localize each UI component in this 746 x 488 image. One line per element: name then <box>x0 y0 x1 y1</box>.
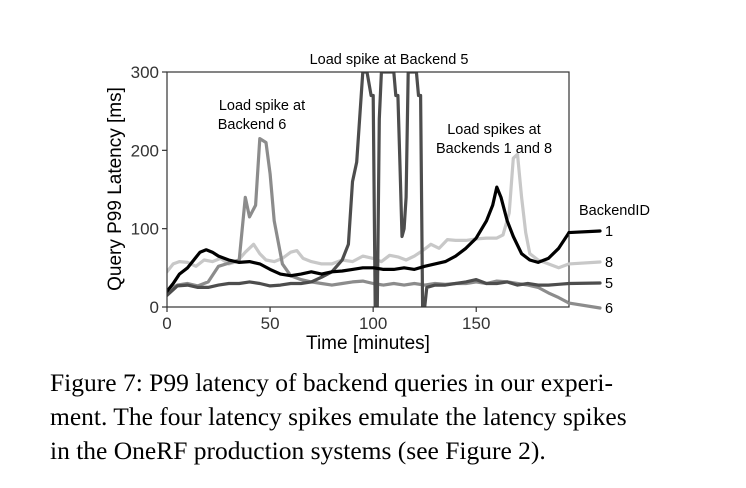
y-axis-title: Query P99 Latency [ms] <box>105 87 126 291</box>
x-tick-label: 0 <box>162 314 171 333</box>
series-layer <box>167 72 569 307</box>
x-tick-label: 150 <box>462 314 490 333</box>
legend-label-6: 6 <box>605 301 613 317</box>
y-tick-label: 100 <box>131 220 159 239</box>
y-axis: 0 100 200 300 <box>131 63 167 317</box>
legend-label-1: 1 <box>605 224 613 240</box>
caption-line-1: Figure 7: P99 latency of backend queries… <box>50 368 613 397</box>
annotation-backend-5: Load spike at Backend 5 <box>310 52 469 68</box>
x-axis: 0 50 100 150 <box>162 307 490 333</box>
caption-line-2: ment. The four latency spikes emulate th… <box>50 402 627 431</box>
series-line-5 <box>167 72 569 307</box>
figure-caption: Figure 7: P99 latency of backend queries… <box>50 366 720 468</box>
series-line-1 <box>167 185 569 293</box>
x-tick-label: 50 <box>261 314 280 333</box>
y-tick-label: 0 <box>150 298 159 317</box>
x-axis-title: Time [minutes] <box>306 333 430 354</box>
x-tick-label: 100 <box>359 314 387 333</box>
caption-line-3: in the OneRF production systems (see Fig… <box>50 436 546 465</box>
y-tick-label: 200 <box>131 141 159 160</box>
chart-figure: 0 50 100 150 0 100 200 300 Time [minutes] Quer… <box>105 52 650 354</box>
legend-line-8 <box>567 260 602 266</box>
legend-line-5 <box>567 281 602 286</box>
series-line-6 <box>167 137 569 305</box>
y-tick-label: 300 <box>131 63 159 82</box>
legend-title: BackendID <box>579 203 650 219</box>
annotation-backends-1-8-line-1: Load spikes at <box>447 122 541 138</box>
annotation-backends-1-8-line-2: Backends 1 and 8 <box>436 141 552 157</box>
legend-label-5: 5 <box>605 276 613 292</box>
legend-line-6 <box>567 301 602 310</box>
latency-line-chart: 0 50 100 150 0 100 200 300 Time [minutes] Quer… <box>105 52 650 354</box>
series-line-8 <box>167 152 569 274</box>
plot-frame <box>166 71 570 308</box>
annotation-backend-6-line-2: Backend 6 <box>218 117 287 133</box>
legend-label-8: 8 <box>605 255 613 271</box>
legend-line-1 <box>567 229 602 235</box>
annotation-backend-6-line-1: Load spike at <box>219 98 305 114</box>
